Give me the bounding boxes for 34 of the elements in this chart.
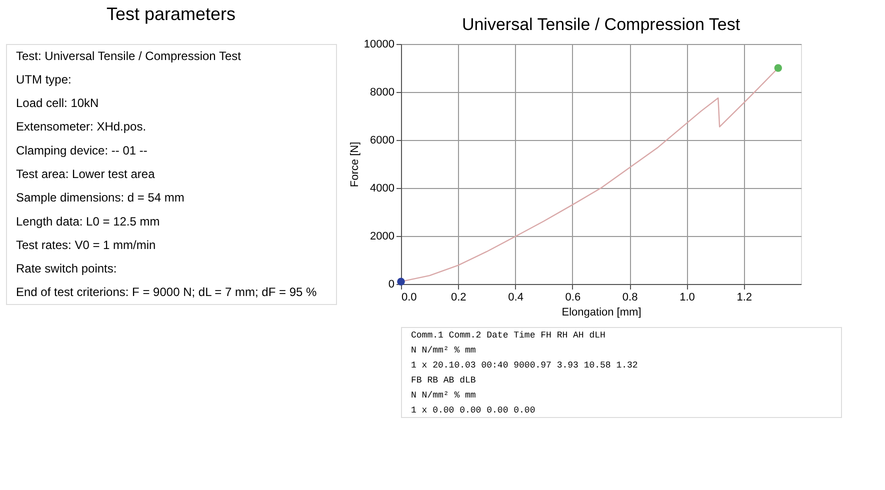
text: 1 x 0.00 0.00 0.00 0.00 (411, 406, 536, 416)
text: Test area: Lower test area (16, 167, 156, 181)
text: N N/mm² % mm (411, 346, 476, 356)
text: 1 x 20.10.03 00:40 9000.97 3.93 10.58 1.32 (411, 360, 638, 370)
text: Comm.1 Comm.2 Date Time FH RH AH dLH (411, 330, 606, 340)
x-tick-label: 0.6 (565, 292, 581, 304)
text: Test: Universal Tensile / Compression Test (16, 48, 242, 63)
x-axis-title: Elongation [mm] (562, 306, 642, 318)
y-tick-label: 8000 (370, 86, 394, 98)
y-tick-label: 10000 (364, 38, 394, 50)
y-tick-label: 4000 (370, 182, 394, 194)
x-tick-label: 0.4 (508, 292, 524, 304)
text: UTM type: (16, 72, 72, 86)
x-tick-label: 1.2 (736, 292, 752, 304)
x-tick-label: 0.2 (450, 292, 466, 304)
text: End of test criterions: F = 9000 N; dL = 7 mm; dF = 95 % (16, 285, 318, 300)
text: FB RB AB dLB (411, 376, 476, 386)
chart-title: Universal Tensile / Compression Test (462, 15, 740, 34)
text: N N/mm² % mm (411, 390, 476, 400)
y-axis-title: Force [N] (348, 142, 361, 188)
x-tick-label: 0.8 (622, 292, 638, 304)
text: Rate switch points: (16, 262, 117, 276)
text: Test rates: V0 = 1 mm/min (16, 238, 156, 252)
text: Length data: L0 = 12.5 mm (16, 214, 160, 228)
y-tick-label: 6000 (370, 134, 394, 146)
text: Load cell: 10kN (16, 96, 99, 110)
y-tick-label: 0 (388, 278, 394, 290)
text: Clamping device: -- 01 -- (16, 143, 148, 158)
text: Test parameters (106, 4, 236, 24)
x-tick-label: 0.0 (402, 292, 417, 304)
y-tick-label: 2000 (370, 230, 394, 242)
text: Sample dimensions: d = 54 mm (16, 190, 184, 205)
x-tick-label: 1.0 (680, 292, 695, 304)
text: Extensometer: XHd.pos. (16, 120, 146, 134)
